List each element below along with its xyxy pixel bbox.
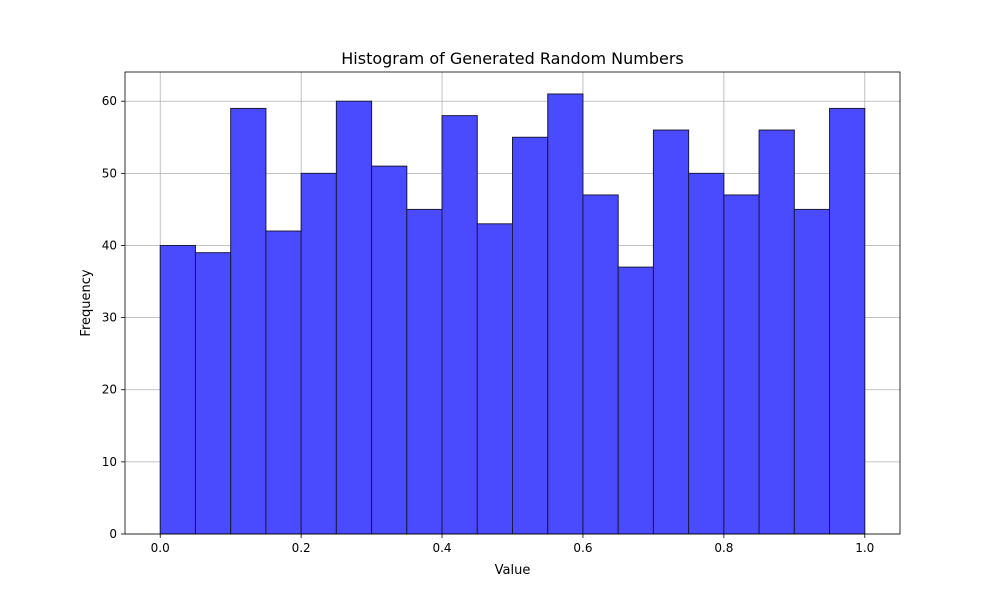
histogram-bar bbox=[230, 107, 267, 535]
histogram-bar bbox=[652, 129, 690, 535]
histogram-bar bbox=[793, 208, 831, 535]
histogram-bar bbox=[723, 194, 760, 535]
histogram-bar bbox=[300, 172, 337, 535]
plot-frame bbox=[124, 71, 901, 535]
histogram-bar bbox=[335, 100, 373, 535]
x-axis-ticks: 0.0 0.2 0.4 0.6 0.8 1.0 bbox=[151, 534, 874, 555]
histogram-bar bbox=[758, 129, 795, 535]
x-tick-label: 0.8 bbox=[714, 541, 733, 555]
y-axis-label: Frequency bbox=[79, 269, 94, 336]
y-tick-label: 20 bbox=[102, 383, 117, 397]
y-tick-label: 10 bbox=[102, 455, 117, 469]
histogram-bar bbox=[688, 172, 725, 535]
y-tick-label: 40 bbox=[102, 238, 117, 252]
chart-title: Histogram of Generated Random Numbers bbox=[341, 49, 684, 68]
x-tick-label: 1.0 bbox=[855, 541, 874, 555]
histogram-bar bbox=[441, 115, 478, 535]
y-tick-label: 0 bbox=[109, 527, 117, 541]
histogram-bar bbox=[582, 194, 619, 535]
x-tick-label: 0.6 bbox=[573, 541, 592, 555]
y-axis-ticks: 0 10 20 30 40 50 60 bbox=[102, 94, 125, 541]
y-tick-label: 60 bbox=[102, 94, 117, 108]
bars bbox=[159, 93, 866, 535]
histogram-bar bbox=[476, 223, 514, 535]
x-tick-label: 0.4 bbox=[432, 541, 451, 555]
x-tick-label: 0.0 bbox=[151, 541, 170, 555]
histogram-bar bbox=[159, 244, 196, 535]
x-axis-label: Value bbox=[495, 563, 531, 578]
histogram-bar bbox=[617, 266, 654, 535]
histogram-bar bbox=[406, 208, 443, 535]
x-tick-label: 0.2 bbox=[292, 541, 311, 555]
histogram-bar bbox=[265, 230, 302, 535]
histogram-bar bbox=[547, 93, 584, 535]
y-tick-label: 30 bbox=[102, 311, 117, 325]
histogram-bar bbox=[512, 136, 549, 535]
y-tick-label: 50 bbox=[102, 166, 117, 180]
histogram-bar bbox=[371, 165, 408, 535]
histogram-bar bbox=[194, 252, 232, 535]
histogram-bar bbox=[829, 107, 866, 535]
